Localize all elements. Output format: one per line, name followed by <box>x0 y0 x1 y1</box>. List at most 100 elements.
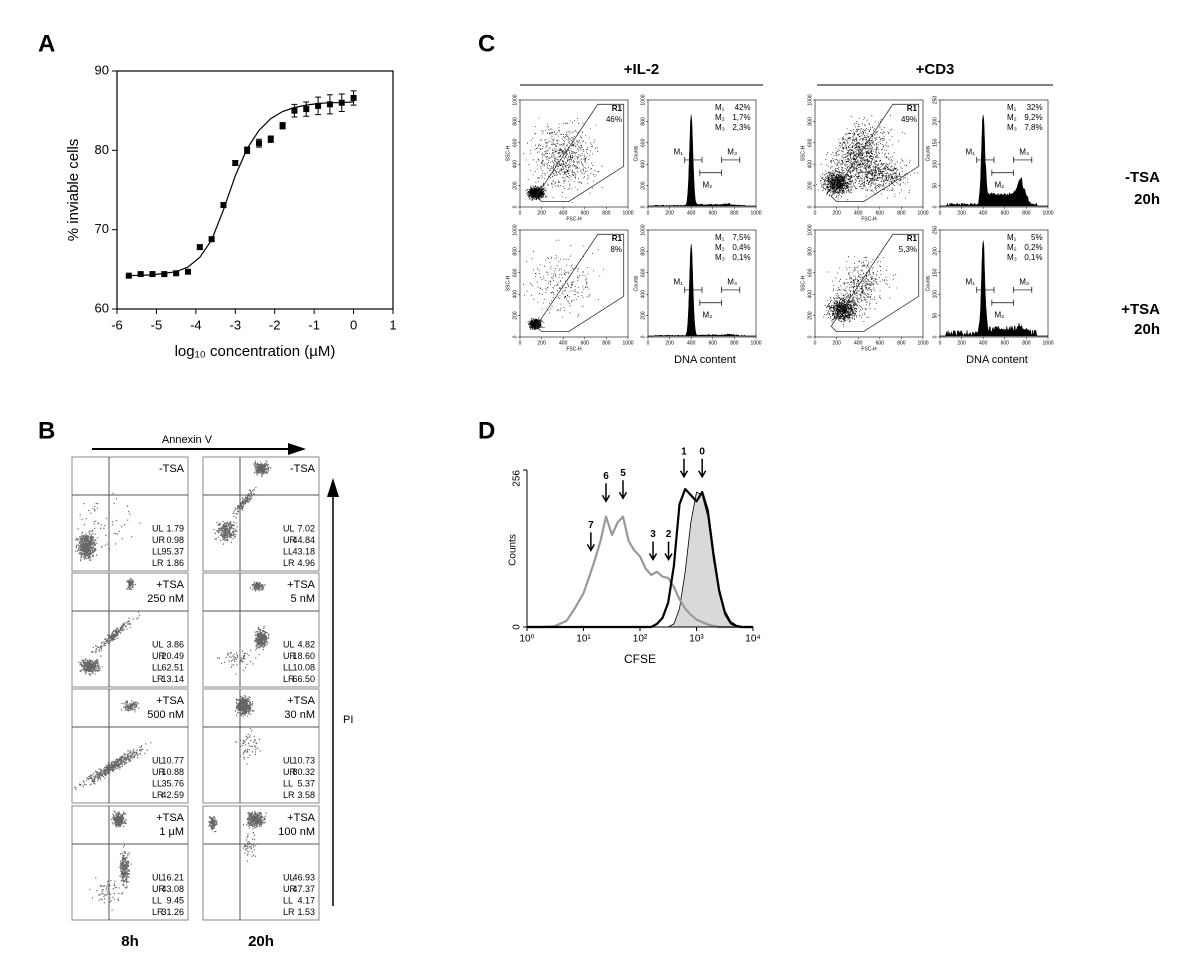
stat-value: 20.49 <box>161 651 184 661</box>
x-tick-label: 1000 <box>622 340 633 346</box>
quadrant-lines <box>72 689 188 803</box>
stat-label: LR <box>283 907 295 917</box>
marker-percent: 2,3% <box>732 123 750 132</box>
marker-bracket <box>699 299 722 306</box>
stat-label: LR <box>283 790 295 800</box>
x-tick-label: 1000 <box>750 210 761 216</box>
plot-frame <box>71 456 189 572</box>
condition-label: +TSA <box>156 812 184 824</box>
y-tick-label: 600 <box>512 268 518 277</box>
quadrant-lines <box>203 573 319 687</box>
marker-name: M₁ <box>1007 103 1017 112</box>
marker-label: M₃ <box>1019 148 1029 157</box>
x-tick-label: 1000 <box>917 340 928 346</box>
y-tick-label: 100 <box>932 290 938 299</box>
marker-bracket <box>1013 156 1033 163</box>
y-tick-label: 800 <box>807 117 813 126</box>
x-tick-label: -2 <box>269 317 281 332</box>
plot-frame <box>202 688 320 804</box>
x-tick-label: 1000 <box>622 210 633 216</box>
x-tick-label: 400 <box>559 340 568 346</box>
y-axis-label: % inviable cells <box>65 139 82 242</box>
data-point <box>350 94 357 101</box>
y-axis-label: Counts <box>508 534 519 566</box>
stat-label: UR <box>152 884 165 894</box>
x-tick-label: 400 <box>559 210 568 216</box>
x-tick-label: 1 <box>389 317 396 332</box>
stat-label: LL <box>283 778 293 788</box>
fit-curve <box>128 101 354 277</box>
y-tick-label: 400 <box>807 160 813 169</box>
stat-label: LL <box>152 778 162 788</box>
stat-value: 10.73 <box>292 755 315 765</box>
x-tick-label: 800 <box>730 210 739 216</box>
y-tick-label: 800 <box>640 247 646 256</box>
gate-percent: 49% <box>901 115 917 124</box>
plot-frame <box>202 572 320 688</box>
gate-name: R1 <box>907 234 918 243</box>
gate-name: R1 <box>907 104 918 113</box>
quadrant-lines <box>203 689 319 803</box>
y-tick-label: 250 <box>932 96 938 105</box>
annotation-arrow <box>648 541 658 562</box>
y-tick-label: 70 <box>95 221 109 236</box>
annotation-label: 2 <box>666 529 672 540</box>
y-tick-label: 0 <box>807 205 813 208</box>
data-point <box>208 236 215 243</box>
plot-frame <box>519 229 629 338</box>
x-tick-label: 600 <box>581 340 590 346</box>
y-axis-label: Counts <box>925 145 931 161</box>
stat-label: UR <box>283 767 296 777</box>
gate-region <box>535 103 625 202</box>
stat-label: LL <box>152 895 162 905</box>
data-point <box>315 102 322 109</box>
x-tick-label: 400 <box>687 340 696 346</box>
condition-label: +TSA <box>287 695 315 707</box>
x-tick-label: 800 <box>897 210 906 216</box>
y-tick-label: 800 <box>807 247 813 256</box>
y-tick-label: 400 <box>640 290 646 299</box>
y-tick-label: 400 <box>512 290 518 299</box>
y-tick-label: 0 <box>932 335 938 338</box>
y-tick-label: 0 <box>807 335 813 338</box>
y-tick-label: 200 <box>807 181 813 190</box>
stat-label: LL <box>283 546 293 556</box>
marker-label: M₁ <box>966 278 976 287</box>
marker-percent: 0,1% <box>732 253 750 262</box>
y-tick-label: 250 <box>932 226 938 235</box>
panel-label: B <box>38 417 55 444</box>
y-axis-label: Counts <box>633 145 639 161</box>
data-point <box>255 140 262 147</box>
gate-percent: 5,3% <box>899 245 917 254</box>
y-tick-label: 800 <box>512 247 518 256</box>
marker-name: M₂ <box>715 243 725 252</box>
marker-percent: 42% <box>735 103 751 112</box>
y-tick-label: 200 <box>932 247 938 256</box>
marker-name: M₁ <box>715 233 725 242</box>
stat-label: LL <box>283 662 293 672</box>
x-axis-label: FSC-H <box>566 346 582 352</box>
dot-cloud <box>74 700 152 791</box>
panel-label: A <box>38 30 55 57</box>
x-tick-label: 0 <box>939 210 942 216</box>
y-tick-label: 200 <box>512 311 518 320</box>
stat-label: UL <box>152 872 164 882</box>
stat-value: 44.84 <box>292 535 315 545</box>
dot-cloud <box>213 460 272 545</box>
treatment-label: +TSA <box>1121 301 1160 318</box>
panel-label: C <box>478 30 495 57</box>
x-tick-label: 1000 <box>750 340 761 346</box>
marker-label: M₂ <box>995 311 1005 320</box>
y-tick-label: 600 <box>640 138 646 147</box>
condition-label: 500 nM <box>147 709 184 721</box>
dot-cloud <box>89 810 132 911</box>
y-tick-label: 1000 <box>640 94 646 105</box>
x-axis-label: FSC-H <box>566 216 582 222</box>
stat-label: LL <box>152 662 162 672</box>
marker-percent: 9,2% <box>1024 113 1042 122</box>
gate-name: R1 <box>612 104 623 113</box>
data-point <box>303 106 310 113</box>
marker-bracket <box>699 169 722 176</box>
stat-label: UL <box>283 639 295 649</box>
y-tick-label: 800 <box>640 117 646 126</box>
